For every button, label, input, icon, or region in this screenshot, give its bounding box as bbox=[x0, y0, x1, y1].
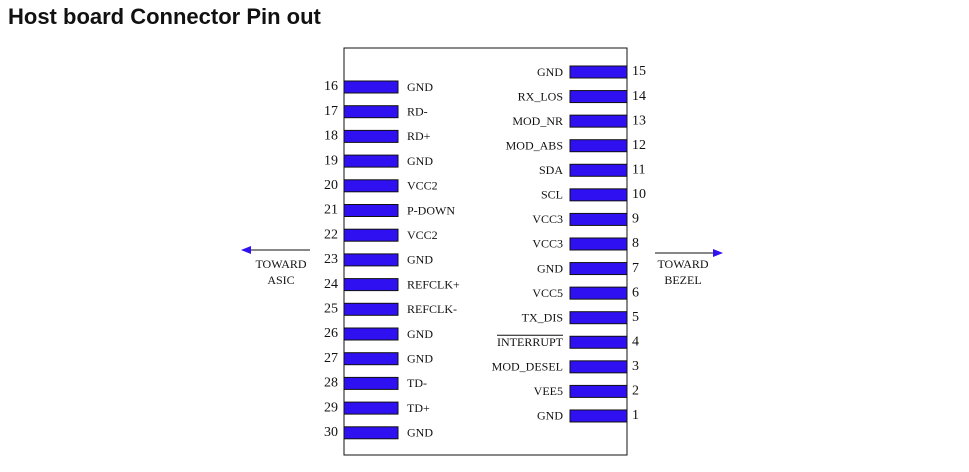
pin bbox=[343, 80, 399, 94]
pin bbox=[569, 114, 628, 128]
pin-number: 1 bbox=[632, 408, 639, 423]
pin-number: 28 bbox=[324, 376, 338, 391]
pin-number: 17 bbox=[324, 104, 338, 119]
pin-number: 10 bbox=[632, 187, 646, 202]
pin bbox=[569, 212, 628, 226]
pin bbox=[343, 154, 399, 168]
pin-number: 27 bbox=[324, 351, 338, 366]
pin bbox=[569, 286, 628, 300]
pin-number: 4 bbox=[632, 334, 639, 349]
pin-number: 18 bbox=[324, 129, 338, 144]
pin-label: TD+ bbox=[407, 401, 430, 415]
pin bbox=[569, 163, 628, 177]
pin bbox=[343, 253, 399, 267]
pin bbox=[569, 90, 628, 104]
pin bbox=[343, 352, 399, 366]
direction-label: TOWARD bbox=[657, 257, 708, 271]
pin-label: INTERRUPT bbox=[497, 335, 564, 349]
pin-number: 24 bbox=[324, 277, 338, 292]
pin-number: 11 bbox=[632, 162, 645, 177]
pin-label: GND bbox=[407, 253, 433, 267]
pin-number: 19 bbox=[324, 153, 338, 168]
pin-label: VCC2 bbox=[407, 179, 438, 193]
pin bbox=[569, 360, 628, 374]
pin-number: 22 bbox=[324, 227, 338, 242]
pin bbox=[343, 401, 399, 415]
pin bbox=[343, 179, 399, 193]
pin bbox=[343, 129, 399, 143]
pin-label: GND bbox=[537, 261, 563, 275]
pin-label: MOD_ABS bbox=[506, 138, 563, 152]
pin-label: GND bbox=[537, 409, 563, 423]
pin-number: 16 bbox=[324, 79, 338, 94]
pin-label: MOD_DESEL bbox=[492, 360, 563, 374]
pin bbox=[343, 278, 399, 292]
direction-label: ASIC bbox=[267, 273, 294, 287]
pin bbox=[343, 228, 399, 242]
pin-label: RX_LOS bbox=[518, 89, 563, 103]
pin bbox=[569, 409, 628, 423]
pin-number: 25 bbox=[324, 302, 338, 317]
direction-label: TOWARD bbox=[255, 257, 306, 271]
pin-number: 13 bbox=[632, 113, 646, 128]
pin-label: GND bbox=[537, 65, 563, 79]
pin-label: GND bbox=[407, 154, 433, 168]
pin-label: GND bbox=[407, 80, 433, 94]
pin-number: 30 bbox=[324, 425, 338, 440]
pin-label: GND bbox=[407, 426, 433, 440]
pin-number: 3 bbox=[632, 359, 639, 374]
pin-label: MOD_NR bbox=[512, 114, 563, 128]
direction-label: BEZEL bbox=[664, 273, 701, 287]
pin bbox=[569, 65, 628, 79]
pin-number: 5 bbox=[632, 310, 639, 325]
pin-number: 8 bbox=[632, 236, 639, 251]
pin-label: REFCLK- bbox=[407, 302, 457, 316]
pin bbox=[569, 311, 628, 325]
pin bbox=[569, 188, 628, 202]
pin-number: 6 bbox=[632, 285, 639, 300]
pin-label: VEE5 bbox=[534, 384, 563, 398]
pin-label: GND bbox=[407, 327, 433, 341]
pin bbox=[569, 237, 628, 251]
connector-body bbox=[343, 47, 628, 456]
pin-number: 7 bbox=[632, 261, 639, 276]
pin-label: GND bbox=[407, 351, 433, 365]
pin bbox=[343, 376, 399, 390]
pin-label: RD- bbox=[407, 104, 428, 118]
pin-label: SCL bbox=[541, 188, 563, 202]
pin-number: 29 bbox=[324, 400, 338, 415]
pin-label: P-DOWN bbox=[407, 203, 455, 217]
pin bbox=[569, 335, 628, 349]
pin bbox=[569, 262, 628, 276]
pin bbox=[343, 327, 399, 341]
pin bbox=[343, 105, 399, 119]
pin bbox=[343, 302, 399, 316]
pin-label: VCC3 bbox=[532, 212, 563, 226]
pin-number: 2 bbox=[632, 384, 639, 399]
pin-label: TD- bbox=[407, 376, 427, 390]
pin-label: REFCLK+ bbox=[407, 277, 460, 291]
page-title: Host board Connector Pin out bbox=[8, 4, 321, 29]
pin-number: 23 bbox=[324, 252, 338, 267]
pin-number: 9 bbox=[632, 212, 639, 227]
pin-number: 14 bbox=[632, 89, 646, 104]
pin-label: VCC3 bbox=[532, 237, 563, 251]
pin-number: 12 bbox=[632, 138, 646, 153]
pin-label: VCC2 bbox=[407, 228, 438, 242]
pin-number: 20 bbox=[324, 178, 338, 193]
pin-number: 21 bbox=[324, 203, 338, 218]
pin bbox=[343, 426, 399, 440]
pin-label: TX_DIS bbox=[522, 310, 563, 324]
pin bbox=[569, 384, 628, 398]
pin-label: VCC5 bbox=[532, 286, 563, 300]
pin-number: 26 bbox=[324, 326, 338, 341]
pin-label: SDA bbox=[539, 163, 563, 177]
pin-label: RD+ bbox=[407, 129, 431, 143]
pin bbox=[343, 204, 399, 217]
pin-number: 15 bbox=[632, 64, 646, 79]
pin bbox=[569, 139, 628, 153]
